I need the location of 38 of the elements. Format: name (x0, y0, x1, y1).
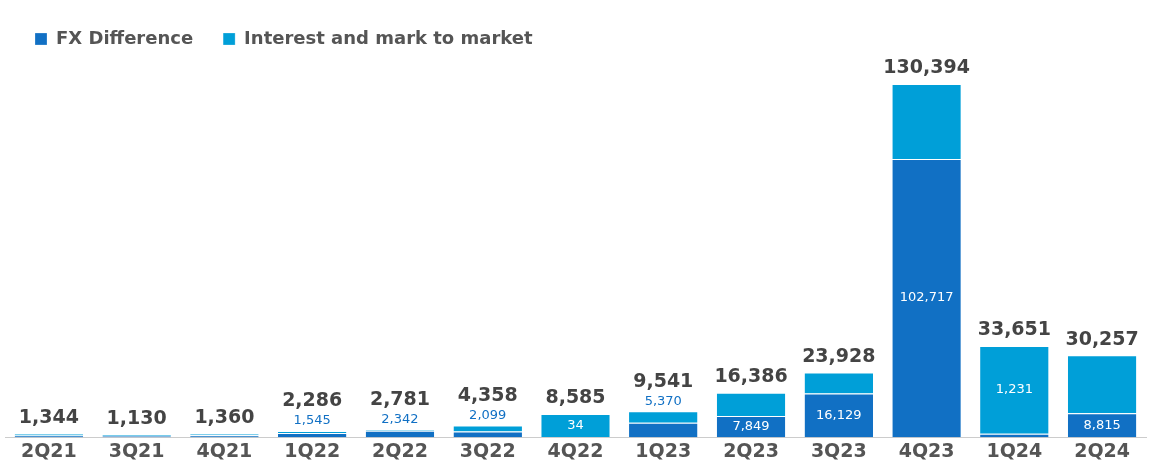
data-label: 8,815 (1083, 416, 1121, 432)
x-tick-label: 1Q24 (986, 438, 1043, 461)
data-label: 1,545 (293, 412, 331, 428)
x-tick-label: 2Q22 (372, 438, 428, 461)
data-label: 34 (567, 416, 584, 432)
x-tick-label: 2Q23 (723, 438, 779, 461)
x-tick-label: 1Q23 (635, 438, 692, 461)
x-tick-label: 4Q23 (898, 438, 955, 461)
total-label: 16,386 (714, 364, 788, 387)
total-label: 4,358 (457, 382, 518, 405)
total-label: 130,394 (883, 55, 970, 78)
total-label: 30,257 (1065, 326, 1139, 349)
data-label: 16,129 (816, 406, 862, 422)
total-label: 1,360 (194, 404, 255, 427)
data-label: 1,231 (995, 381, 1033, 397)
x-tick-label: 4Q22 (547, 438, 604, 461)
total-label: 23,928 (802, 343, 876, 366)
x-tick-label: 2Q24 (1074, 438, 1131, 461)
data-label: 2,342 (381, 411, 419, 427)
total-label: 9,541 (633, 368, 694, 391)
legend-label: Interest and mark to market (244, 26, 533, 48)
data-label: 5,370 (644, 392, 682, 408)
total-label: 33,651 (977, 317, 1052, 340)
x-tick-label: 1Q22 (284, 438, 341, 461)
total-label: 1,344 (18, 405, 79, 427)
data-label: 2,099 (469, 406, 507, 422)
total-label: 1,130 (106, 405, 167, 428)
data-label: 102,717 (899, 289, 954, 305)
total-label: 2,286 (282, 388, 343, 411)
x-tick-label: 2Q21 (20, 438, 77, 461)
x-tick-label: 3Q23 (810, 438, 867, 461)
total-label: 8,585 (545, 385, 606, 408)
legend-label: FX Difference (56, 26, 194, 48)
data-label: 7,849 (732, 417, 770, 433)
x-tick-label: 3Q22 (459, 438, 516, 461)
x-tick-label: 4Q21 (196, 438, 253, 461)
total-label: 2,781 (369, 387, 431, 410)
x-tick-label: 3Q21 (108, 438, 165, 461)
